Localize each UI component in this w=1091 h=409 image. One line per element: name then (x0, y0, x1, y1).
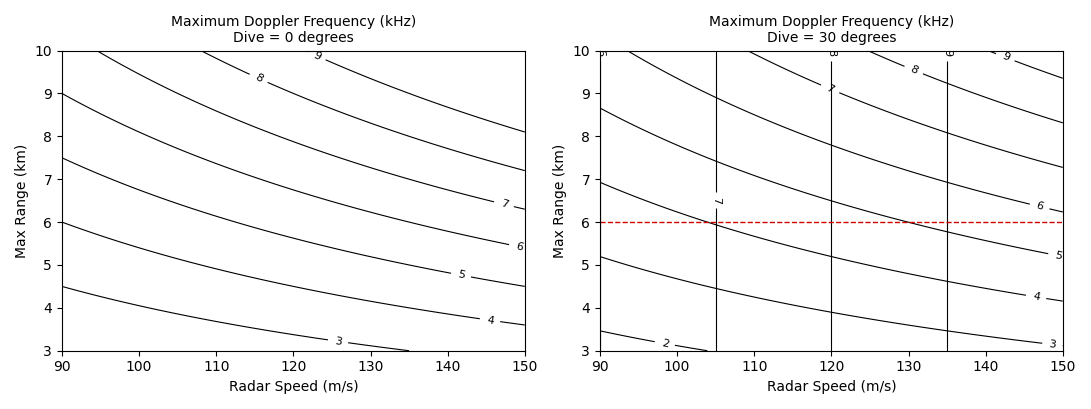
Text: 2: 2 (660, 338, 670, 349)
Text: 4: 4 (1032, 291, 1041, 303)
Text: 8: 8 (908, 64, 919, 76)
Text: 9: 9 (943, 49, 952, 56)
Y-axis label: Max Range (km): Max Range (km) (553, 144, 567, 258)
Text: 9: 9 (1000, 51, 1010, 63)
Text: 8: 8 (253, 72, 264, 85)
Text: 6: 6 (595, 49, 604, 56)
Text: 7: 7 (710, 197, 721, 204)
Text: 8: 8 (826, 49, 837, 56)
Text: 3: 3 (334, 336, 343, 347)
Text: 5: 5 (456, 270, 466, 281)
Text: 9: 9 (311, 50, 322, 62)
Title: Maximum Doppler Frequency (kHz)
Dive = 30 degrees: Maximum Doppler Frequency (kHz) Dive = 3… (709, 15, 954, 45)
Y-axis label: Max Range (km): Max Range (km) (15, 144, 29, 258)
Text: 7: 7 (825, 83, 836, 95)
X-axis label: Radar Speed (m/s): Radar Speed (m/s) (228, 380, 358, 394)
Text: 7: 7 (499, 198, 508, 210)
Text: 5: 5 (1054, 250, 1063, 261)
Text: 4: 4 (485, 315, 494, 326)
Text: 6: 6 (1034, 201, 1044, 212)
Text: 6: 6 (514, 241, 524, 252)
Title: Maximum Doppler Frequency (kHz)
Dive = 0 degrees: Maximum Doppler Frequency (kHz) Dive = 0… (170, 15, 416, 45)
Text: 3: 3 (1048, 339, 1056, 350)
X-axis label: Radar Speed (m/s): Radar Speed (m/s) (767, 380, 896, 394)
